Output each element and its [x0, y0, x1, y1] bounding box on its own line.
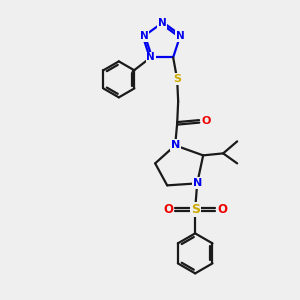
- Text: O: O: [217, 203, 227, 216]
- Text: O: O: [202, 116, 211, 126]
- Text: N: N: [176, 31, 184, 41]
- Text: N: N: [140, 31, 148, 41]
- Text: O: O: [163, 203, 173, 216]
- Text: N: N: [158, 18, 166, 28]
- Text: N: N: [193, 178, 202, 188]
- Text: N: N: [146, 52, 155, 62]
- Text: S: S: [191, 203, 200, 216]
- Text: N: N: [170, 140, 180, 150]
- Text: S: S: [173, 74, 181, 84]
